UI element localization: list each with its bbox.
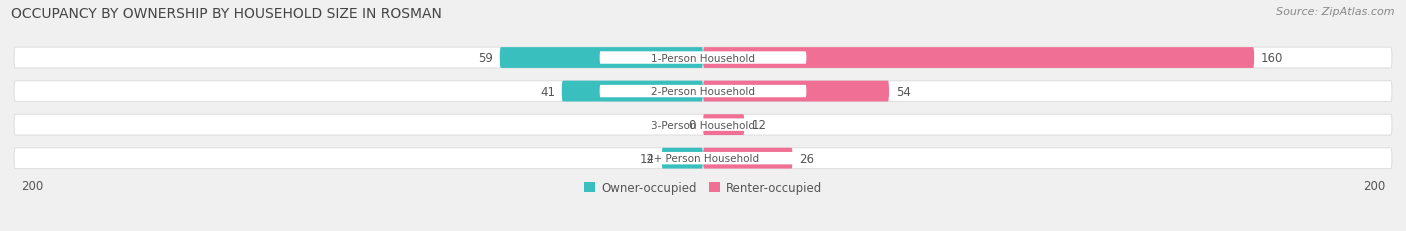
FancyBboxPatch shape <box>499 48 703 69</box>
FancyBboxPatch shape <box>703 148 793 169</box>
Text: 59: 59 <box>478 52 494 65</box>
Text: 12: 12 <box>640 152 655 165</box>
Text: 26: 26 <box>800 152 814 165</box>
FancyBboxPatch shape <box>599 152 807 165</box>
Text: 0: 0 <box>689 119 696 131</box>
Text: 1-Person Household: 1-Person Household <box>651 53 755 63</box>
Text: 4+ Person Household: 4+ Person Household <box>647 153 759 164</box>
Text: OCCUPANCY BY OWNERSHIP BY HOUSEHOLD SIZE IN ROSMAN: OCCUPANCY BY OWNERSHIP BY HOUSEHOLD SIZE… <box>11 7 441 21</box>
Text: 2-Person Household: 2-Person Household <box>651 87 755 97</box>
Text: 160: 160 <box>1261 52 1284 65</box>
FancyBboxPatch shape <box>14 148 1392 169</box>
FancyBboxPatch shape <box>14 81 1392 102</box>
FancyBboxPatch shape <box>599 52 807 64</box>
FancyBboxPatch shape <box>662 148 703 169</box>
Text: 3-Person Household: 3-Person Household <box>651 120 755 130</box>
FancyBboxPatch shape <box>599 85 807 98</box>
Text: 41: 41 <box>540 85 555 98</box>
Text: 54: 54 <box>896 85 911 98</box>
FancyBboxPatch shape <box>562 81 703 102</box>
FancyBboxPatch shape <box>599 119 807 131</box>
FancyBboxPatch shape <box>703 115 744 135</box>
Text: 12: 12 <box>751 119 766 131</box>
Text: 200: 200 <box>21 179 44 192</box>
Legend: Owner-occupied, Renter-occupied: Owner-occupied, Renter-occupied <box>579 177 827 199</box>
FancyBboxPatch shape <box>703 48 1254 69</box>
Text: Source: ZipAtlas.com: Source: ZipAtlas.com <box>1277 7 1395 17</box>
FancyBboxPatch shape <box>703 81 889 102</box>
FancyBboxPatch shape <box>14 115 1392 135</box>
FancyBboxPatch shape <box>14 48 1392 69</box>
Text: 200: 200 <box>1362 179 1385 192</box>
